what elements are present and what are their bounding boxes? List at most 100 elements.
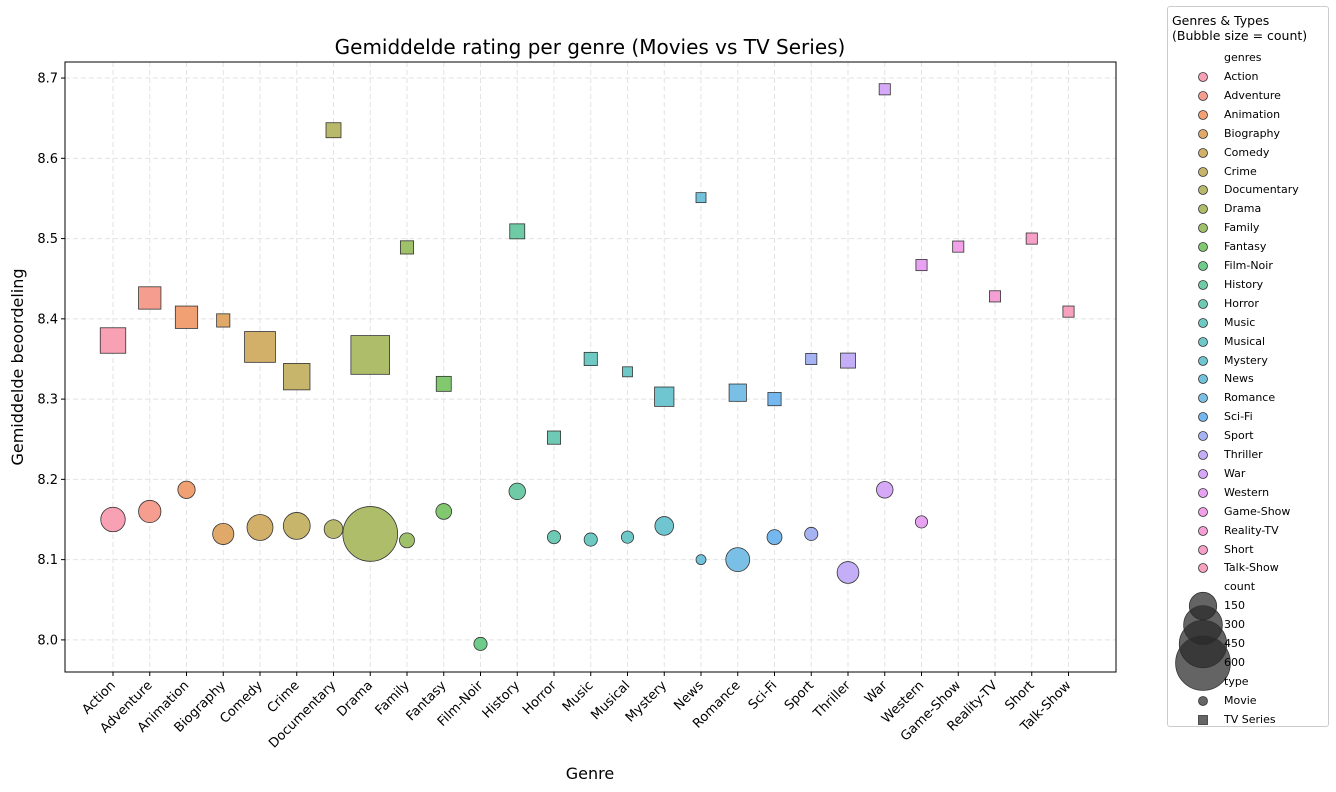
legend-label: Comedy — [1224, 145, 1270, 159]
legend-entry-genre: Family — [1168, 219, 1328, 237]
legend-label: Short — [1224, 542, 1254, 556]
legend-label: 600 — [1224, 655, 1245, 669]
legend-marker-circle — [1198, 695, 1208, 706]
legend-label: Biography — [1224, 126, 1281, 140]
data-marks — [99, 83, 1075, 651]
biography-movie-point — [212, 522, 235, 545]
legend-entry-genre: News — [1168, 370, 1328, 388]
news-movie-point — [695, 554, 707, 566]
legend-label: Fantasy — [1224, 240, 1267, 254]
horror-movie-point — [546, 530, 562, 545]
family-tv-series-point — [399, 240, 415, 255]
legend-marker-circle — [1175, 635, 1231, 691]
family-movie-point — [399, 532, 415, 549]
legend-entry-genre: Adventure — [1168, 87, 1328, 105]
x-tick-label: Short — [1002, 678, 1037, 713]
legend-entry-genre: Musical — [1168, 333, 1328, 351]
legend-label: Sport — [1224, 429, 1254, 443]
legend-entry-genre: War — [1168, 465, 1328, 483]
action-tv-series-point — [99, 327, 127, 354]
thriller-movie-point — [836, 561, 860, 584]
sport-movie-point — [804, 526, 819, 541]
y-tick-label: 8.1 — [37, 553, 58, 568]
adventure-movie-point — [138, 499, 162, 524]
legend-marker — [1198, 109, 1208, 120]
legend-marker — [1198, 468, 1208, 479]
x-tick-label: War — [862, 678, 891, 707]
news-tv-series-point — [695, 192, 707, 204]
legend-label: Crime — [1224, 164, 1257, 178]
legend-entry-genre: Thriller — [1168, 446, 1328, 464]
legend-marker-circle — [1198, 525, 1208, 536]
y-tick-label: 8.5 — [37, 232, 58, 247]
legend-marker-circle — [1198, 298, 1208, 309]
legend-marker-circle — [1198, 185, 1208, 196]
legend-marker — [1198, 487, 1208, 498]
y-tick-label: 8.7 — [37, 72, 58, 87]
legend-marker-circle — [1198, 563, 1208, 574]
legend-title-line: Genres & Types — [1172, 13, 1270, 28]
legend-entry-genre: Sport — [1168, 427, 1328, 445]
legend-entry-genre: Game-Show — [1168, 503, 1328, 521]
mystery-movie-point — [654, 516, 675, 536]
legend-marker — [1198, 431, 1208, 441]
chart-title: Gemiddelde rating per genre (Movies vs T… — [335, 35, 846, 59]
legend-label: Thriller — [1224, 448, 1263, 461]
action-movie-point — [100, 506, 126, 533]
legend-marker — [1198, 525, 1208, 536]
legend-marker — [1198, 279, 1208, 290]
legend-marker-circle — [1198, 109, 1208, 120]
legend-title-line: (Bubble size = count) — [1172, 28, 1308, 43]
legend-marker — [1198, 128, 1208, 139]
legend-marker-circle — [1198, 468, 1208, 479]
legend-entry-genre: Romance — [1168, 389, 1328, 407]
war-tv-series-point — [878, 83, 891, 96]
legend-marker-circle — [1198, 544, 1208, 555]
legend-label: War — [1224, 466, 1246, 480]
legend-label: Music — [1224, 315, 1256, 329]
legend-marker — [1198, 298, 1208, 309]
legend-marker-circle — [1198, 223, 1208, 234]
legend-label: Sci-Fi — [1224, 410, 1253, 424]
sci-fi-movie-point — [766, 529, 783, 546]
horror-tv-series-point — [546, 430, 562, 445]
y-tick-label: 8.4 — [37, 312, 58, 327]
legend-marker — [1198, 261, 1208, 271]
y-tick-label: 8.2 — [37, 473, 58, 488]
biography-tv-series-point — [216, 313, 231, 328]
legend-marker-circle — [1198, 355, 1208, 366]
legend-entry-genre: Animation — [1168, 106, 1328, 124]
legend-marker — [1198, 393, 1208, 404]
x-tick-label: Thriller — [810, 678, 854, 722]
legend-label: TV Series — [1224, 712, 1276, 726]
western-tv-series-point — [915, 259, 928, 272]
legend-marker — [1198, 506, 1208, 517]
adventure-tv-series-point — [138, 286, 162, 310]
legend-marker-circle — [1198, 279, 1208, 290]
legend-marker-circle — [1198, 336, 1208, 347]
reality-tv-tv-series-point — [989, 290, 1001, 303]
legend-marker — [1198, 166, 1208, 177]
music-movie-point — [583, 532, 598, 547]
x-axis-label: Genre — [566, 764, 614, 783]
legend-marker-circle — [1198, 72, 1208, 82]
legend-entry-genre: Film-Noir — [1168, 257, 1328, 275]
legend-marker-circle — [1198, 487, 1208, 498]
legend-marker — [1198, 185, 1208, 196]
legend-header-type: type — [1168, 673, 1328, 691]
legend-marker-circle — [1198, 506, 1208, 517]
legend-label: Western — [1224, 485, 1270, 499]
legend-entry-genre: Drama — [1168, 200, 1328, 218]
legend-title: Genres & Types (Bubble size = count) — [1172, 13, 1307, 43]
x-tick-label: Mystery — [623, 678, 670, 725]
x-tick-label: Horror — [520, 678, 560, 718]
legend-marker — [1198, 204, 1208, 215]
legend-marker-circle — [1198, 242, 1208, 252]
legend-label: History — [1224, 277, 1264, 291]
legend-label: Talk-Show — [1224, 561, 1279, 575]
legend-marker — [1198, 695, 1208, 706]
history-movie-point — [508, 482, 526, 501]
legend-marker-circle — [1198, 317, 1208, 328]
legend-entry-genre: History — [1168, 276, 1328, 294]
y-tick-label: 8.6 — [37, 152, 58, 167]
